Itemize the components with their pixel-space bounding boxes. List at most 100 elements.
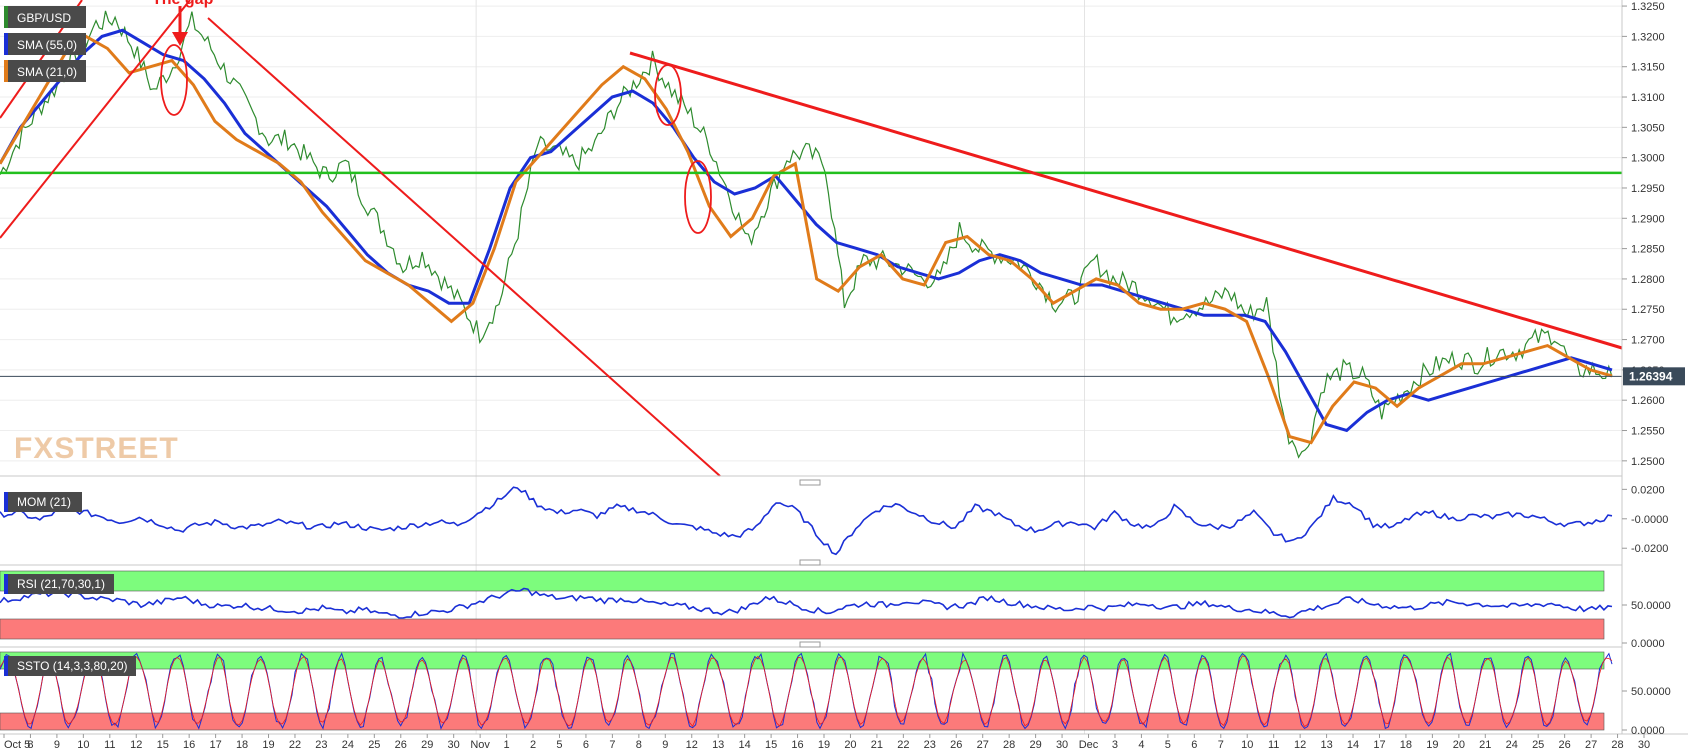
time-tick-label: 16: [183, 739, 195, 751]
fxstreet-watermark: FXSTREET: [14, 432, 179, 465]
price-tick-label: 1.2800: [1631, 274, 1665, 286]
time-tick-label: 4: [1138, 739, 1144, 751]
time-tick-label: 6: [583, 739, 589, 751]
momentum-tick-label: 0.0200: [1631, 484, 1665, 496]
price-panel-bg: [0, 0, 1622, 476]
price-tick-label: 1.2550: [1631, 426, 1665, 438]
stochastic-d-series: [0, 655, 1613, 728]
time-tick-label: 24: [342, 739, 354, 751]
time-tick-label: 12: [686, 739, 698, 751]
stochastic-axis: 50.0000 0.0000: [1622, 686, 1671, 737]
stochastic-tick-label: 50.0000: [1631, 686, 1671, 698]
price-tick-label: 1.3000: [1631, 153, 1665, 165]
time-tick-label: 19: [262, 739, 274, 751]
last-price-tag: 1.26394: [1623, 367, 1685, 386]
main-descending-trendline: [629, 51, 1623, 350]
time-tick-label: Nov: [470, 739, 490, 751]
price-tick-label: 1.2850: [1631, 244, 1665, 256]
time-tick-label: 23: [924, 739, 936, 751]
sma55-series: [0, 28, 1613, 433]
time-tick-label: 11: [1268, 739, 1279, 751]
panel-resize-handles[interactable]: [799, 479, 821, 648]
time-tick-label: 27: [977, 739, 989, 751]
price-tick-label: 1.3100: [1631, 92, 1665, 104]
rsi-label: RSI (21,70,30,1): [17, 577, 105, 591]
time-tick-label: 25: [1532, 739, 1544, 751]
time-tick-label: 13: [1320, 739, 1332, 751]
time-tick-label: 2: [530, 739, 536, 751]
time-tick-label: Oct 5: [4, 739, 30, 751]
time-tick-label: 23: [315, 739, 327, 751]
time-tick-label: 30: [1056, 739, 1068, 751]
momentum-tick-label: -0.0200: [1631, 543, 1668, 555]
time-tick-label: 10: [77, 739, 89, 751]
time-tick-label: 3: [1112, 739, 1118, 751]
stochastic-tick-label: 0.0000: [1631, 725, 1665, 737]
time-tick-label: 28: [1003, 739, 1015, 751]
time-tick-label: 13: [712, 739, 724, 751]
price-tick-label: 1.2600: [1631, 395, 1665, 407]
time-tick-label: 19: [1426, 739, 1438, 751]
momentum-series: [0, 486, 1613, 556]
price-tick-label: 1.2500: [1631, 456, 1665, 468]
time-tick-label: 18: [236, 739, 248, 751]
time-tick-label: 14: [739, 739, 751, 751]
time-tick-label: 12: [1294, 739, 1306, 751]
time-tick-label: 28: [1611, 739, 1623, 751]
stochastic-panel: SSTO (14,3,3,80,20) 50.0000 0.0000: [0, 651, 1671, 737]
price-grid: [0, 5, 1622, 462]
time-tick-label: 10: [1241, 739, 1253, 751]
rsi-tick-label: 50.0000: [1631, 600, 1671, 612]
time-tick-label: 16: [791, 739, 803, 751]
rsi-axis: 50.0000 0.0000: [1622, 600, 1671, 650]
time-tick-label: 29: [1029, 739, 1041, 751]
time-tick-label: 29: [421, 739, 433, 751]
rsi-tick-label: 0.0000: [1631, 638, 1665, 650]
time-tick-label: 5: [556, 739, 562, 751]
price-axis: 1.3250 1.3200 1.3150 1.3100 1.3050 1.3000 1.29…: [1622, 1, 1665, 468]
time-tick-label: 26: [950, 739, 962, 751]
price-tick-label: 1.3150: [1631, 62, 1665, 74]
time-tick-label: 30: [1638, 739, 1650, 751]
momentum-tick-label: -0.0000: [1631, 514, 1668, 526]
time-tick-label: 7: [609, 739, 615, 751]
time-tick-label: 1: [504, 739, 510, 751]
price-series: [0, 10, 1613, 459]
time-tick-label: 20: [844, 739, 856, 751]
time-tick-label: 5: [1165, 739, 1171, 751]
time-tick-label: 8: [636, 739, 642, 751]
time-axis: Oct 58 9 10 11 12 15 16 17 18 19 22 23 24 25 26 29 30 Nov…: [3, 734, 1650, 751]
time-tick-label: 21: [871, 739, 883, 751]
price-legend: GBP/USD SMA (55,0) SMA (21,0): [4, 6, 86, 82]
time-tick-label: 17: [209, 739, 221, 751]
price-tick-label: 1.2750: [1631, 304, 1665, 316]
time-tick-label: 15: [765, 739, 777, 751]
rsi-oversold-zone: [0, 618, 1605, 640]
time-tick-label: Dec: [1079, 739, 1099, 751]
time-tick-label: 22: [289, 739, 301, 751]
time-tick-label: 17: [1373, 739, 1385, 751]
time-tick-label: 27: [1585, 739, 1597, 751]
gap-circle-3: [684, 160, 712, 234]
momentum-axis: 0.0200 -0.0000 -0.0200: [1622, 484, 1668, 555]
time-tick-label: 26: [1559, 739, 1571, 751]
rsi-series: [0, 587, 1613, 619]
stochastic-label: SSTO (14,3,3,80,20): [17, 659, 128, 673]
time-tick-label: 9: [54, 739, 60, 751]
price-tick-label: 1.3050: [1631, 122, 1665, 134]
rsi-overbought-zone: [0, 570, 1605, 592]
price-tick-label: 1.3200: [1631, 31, 1665, 43]
time-tick-label: 26: [395, 739, 407, 751]
gap-circle-2: [654, 64, 682, 126]
rising-channel-trendline: [0, 0, 191, 239]
ssto-oversold-zone: [0, 712, 1605, 731]
gap-circle-1: [160, 44, 188, 116]
legend-sma21: SMA (21,0): [17, 65, 77, 79]
gap-arrow-head: [172, 32, 188, 46]
time-tick-label: 30: [448, 739, 460, 751]
time-tick-label: 9: [662, 739, 668, 751]
time-tick-label: 21: [1479, 739, 1491, 751]
legend-symbol: GBP/USD: [17, 11, 71, 25]
time-tick-label: 11: [104, 739, 115, 751]
time-tick-label: 7: [1218, 739, 1224, 751]
